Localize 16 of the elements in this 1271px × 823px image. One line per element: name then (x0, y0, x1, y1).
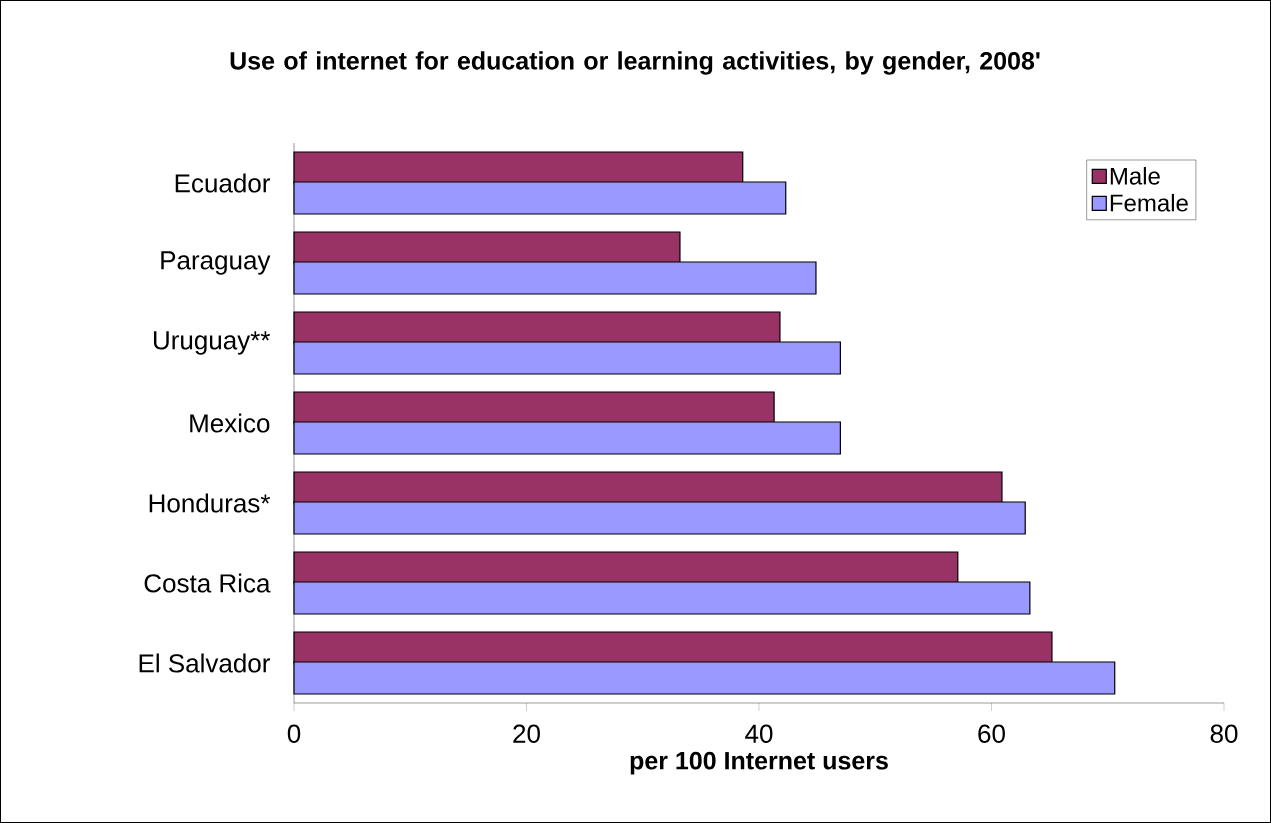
legend-label: Female (1110, 193, 1188, 212)
y-tick-label: Honduras* (149, 493, 271, 513)
y-tick-label: Uruguay** (153, 331, 271, 355)
x-tick-label: 80 (1210, 724, 1238, 743)
x-tick-label: 0 (287, 724, 301, 743)
x-tick-label: 20 (513, 724, 540, 743)
x-axis-title: per 100 Internet users (630, 751, 888, 775)
y-tick-label: Paraguay (161, 251, 271, 275)
y-tick-label: El Salvador (139, 653, 270, 673)
y-tick-label: Mexico (190, 413, 270, 433)
x-tick-label: 60 (978, 724, 1005, 743)
chart-title: Use of internet for education or learning activities, by gender, 2008' (230, 51, 1040, 75)
y-tick-label: Costa Rica (144, 573, 271, 593)
x-tick-label: 40 (745, 724, 773, 743)
y-tick-label: Ecuador (175, 173, 271, 193)
legend-label: Male (1110, 167, 1160, 185)
